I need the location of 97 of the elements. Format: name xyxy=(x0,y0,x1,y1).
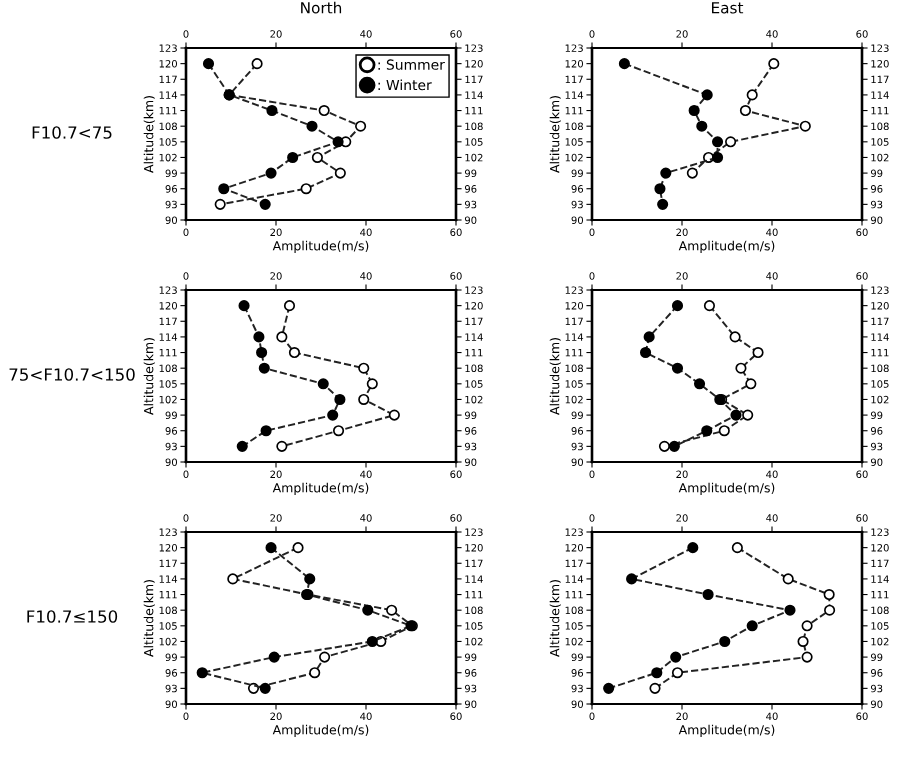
point xyxy=(288,346,301,359)
point xyxy=(386,604,398,616)
text: F10.7<75 xyxy=(32,126,112,139)
point xyxy=(686,167,698,179)
point xyxy=(319,651,331,663)
point xyxy=(214,198,226,210)
point xyxy=(603,682,615,694)
point xyxy=(227,573,239,585)
point xyxy=(660,167,672,179)
point xyxy=(218,183,230,195)
point xyxy=(259,198,271,210)
text: F10.7≤150 xyxy=(27,610,118,623)
point xyxy=(287,151,299,164)
point xyxy=(730,409,742,421)
point xyxy=(654,183,666,195)
point xyxy=(797,635,809,648)
point xyxy=(334,393,346,406)
point xyxy=(276,440,288,452)
point xyxy=(670,651,682,663)
point xyxy=(196,667,208,679)
point xyxy=(668,440,680,452)
point xyxy=(752,346,764,359)
point xyxy=(725,136,737,148)
point xyxy=(251,58,263,70)
point xyxy=(268,651,280,663)
point xyxy=(292,542,304,554)
point xyxy=(701,425,713,437)
point xyxy=(746,620,758,632)
point xyxy=(824,604,836,616)
point xyxy=(745,378,757,390)
point xyxy=(260,425,272,437)
point xyxy=(801,620,813,632)
point xyxy=(306,120,318,132)
point xyxy=(358,393,370,406)
point xyxy=(236,440,248,452)
text: 75<F10.7<150 xyxy=(9,368,135,381)
point xyxy=(256,346,268,359)
point xyxy=(799,120,811,132)
point xyxy=(719,635,731,648)
point xyxy=(618,58,630,70)
point xyxy=(643,331,655,343)
point xyxy=(671,362,684,374)
point xyxy=(739,104,752,117)
point xyxy=(768,58,780,70)
point xyxy=(671,300,684,312)
point xyxy=(658,440,671,452)
point xyxy=(358,362,370,374)
point xyxy=(731,542,743,554)
point xyxy=(687,542,699,554)
point xyxy=(801,651,813,663)
point xyxy=(332,425,345,437)
point xyxy=(782,573,794,585)
point xyxy=(327,409,339,421)
point xyxy=(711,136,724,148)
point xyxy=(711,151,724,164)
point xyxy=(366,378,378,390)
point xyxy=(300,183,312,195)
point xyxy=(259,682,271,694)
point xyxy=(355,120,367,132)
point xyxy=(671,667,684,679)
point xyxy=(651,667,663,679)
point xyxy=(332,136,344,148)
point xyxy=(742,409,754,421)
point xyxy=(729,331,741,343)
point xyxy=(276,331,288,343)
point xyxy=(318,104,330,117)
point xyxy=(253,331,265,343)
point xyxy=(703,300,716,312)
point xyxy=(718,425,730,437)
point xyxy=(311,151,323,164)
point xyxy=(258,362,270,374)
point xyxy=(688,104,700,117)
point xyxy=(696,120,708,132)
point xyxy=(735,362,747,374)
point xyxy=(657,198,669,210)
point xyxy=(317,378,329,390)
point xyxy=(283,300,296,312)
point xyxy=(639,346,652,359)
point xyxy=(693,378,706,390)
point xyxy=(334,167,346,179)
point xyxy=(202,58,215,70)
point xyxy=(366,635,378,648)
point xyxy=(265,167,277,179)
point xyxy=(626,573,638,585)
point xyxy=(266,104,278,117)
point xyxy=(304,573,316,585)
point xyxy=(823,588,835,601)
point xyxy=(362,604,374,616)
point xyxy=(388,409,400,421)
point xyxy=(649,682,661,694)
point xyxy=(238,300,250,312)
point xyxy=(265,542,277,554)
point xyxy=(701,89,713,101)
point xyxy=(746,89,758,101)
point xyxy=(784,604,796,616)
point xyxy=(309,667,321,679)
point xyxy=(702,588,714,601)
